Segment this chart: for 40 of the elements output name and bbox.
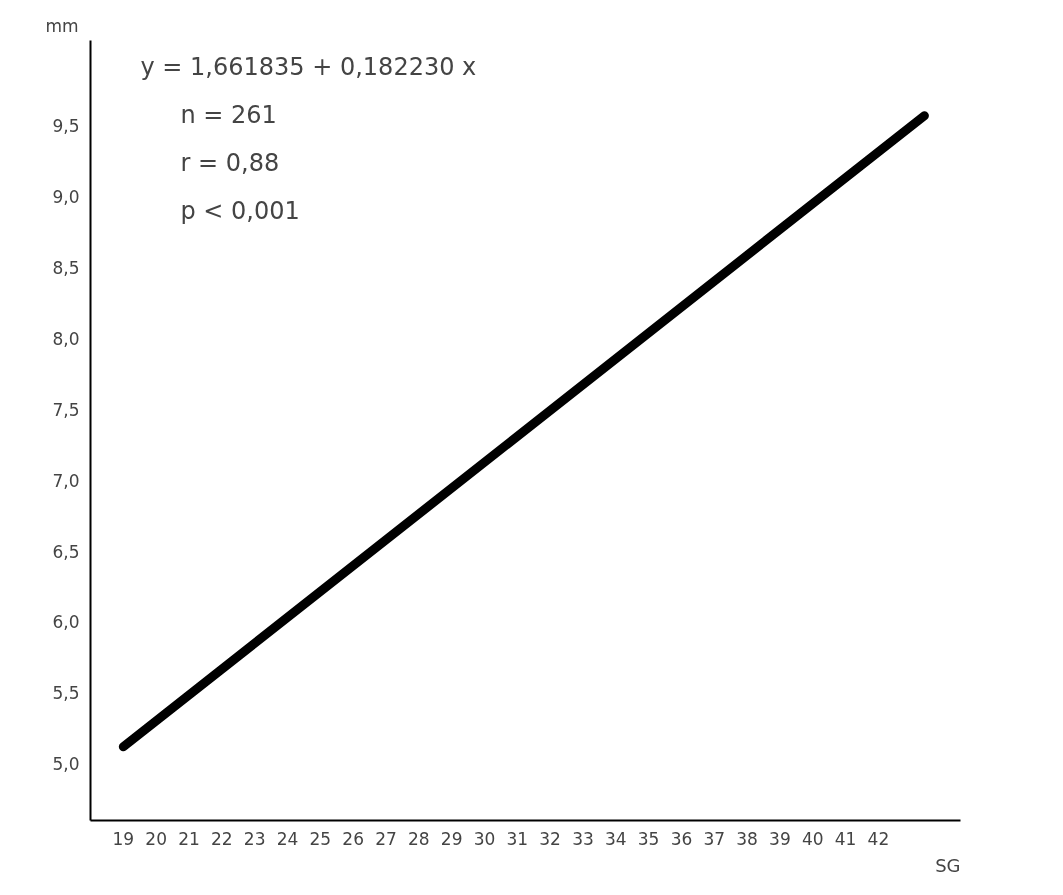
x-tick-label: 37 [703, 828, 726, 849]
y-tick-label: 6,0 [52, 612, 80, 633]
x-tick-label: 24 [276, 828, 299, 849]
x-tick-label: 27 [375, 828, 397, 849]
annotation: p < 0,001 [180, 196, 300, 225]
x-tick-label: 20 [145, 828, 167, 849]
x-tick-label: 42 [867, 828, 890, 849]
x-tick-label: 36 [670, 828, 693, 849]
y-tick-label: 7,5 [52, 399, 80, 420]
x-tick-label: 40 [801, 828, 824, 849]
x-tick-label: 35 [637, 828, 660, 849]
x-tick-label: 41 [834, 828, 857, 849]
x-tick-label: 28 [407, 828, 430, 849]
x-tick-label: 26 [342, 828, 364, 849]
annotation: r = 0,88 [180, 148, 280, 177]
annotation: y = 1,661835 + 0,182230 x [140, 52, 477, 81]
x-tick-label: 32 [539, 828, 561, 849]
y-tick-label: 8,0 [52, 328, 80, 349]
x-tick-label: 38 [736, 828, 758, 849]
x-tick-label: 31 [506, 828, 529, 849]
y-tick-label: 5,0 [52, 754, 80, 775]
y-tick-label: 7,0 [52, 470, 80, 491]
annotation: n = 261 [180, 100, 277, 129]
x-tick-label: 29 [440, 828, 463, 849]
x-tick-label: 39 [769, 828, 791, 849]
x-tick-label: 33 [572, 828, 594, 849]
x-tick-label: 19 [112, 828, 135, 849]
x-tick-label: 22 [211, 828, 233, 849]
x-tick-label: 30 [473, 828, 496, 849]
x-tick-label: 21 [178, 828, 200, 849]
y-axis-title: mm [45, 15, 79, 36]
y-tick-label: 6,5 [52, 541, 80, 562]
y-tick-label: 5,5 [52, 683, 80, 704]
x-tick-label: 34 [604, 828, 627, 849]
x-tick-label: 23 [243, 828, 266, 849]
y-tick-label: 9,5 [52, 116, 80, 137]
y-tick-label: 9,0 [52, 187, 80, 207]
x-axis-title: SG [935, 854, 961, 876]
x-tick-label: 25 [309, 828, 332, 849]
y-tick-label: 8,5 [52, 257, 80, 278]
